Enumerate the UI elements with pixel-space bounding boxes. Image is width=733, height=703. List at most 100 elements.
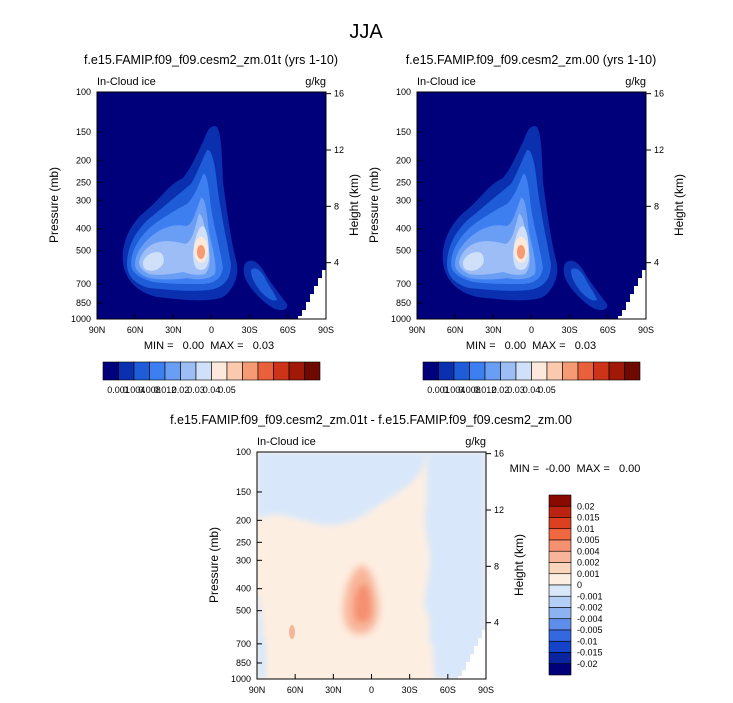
panel-1-y-tick-label: 300	[76, 195, 91, 205]
panel-3: f.e15.FAMIP.f09_f09.cesm2_zm.01t - f.e15…	[170, 413, 640, 695]
panel-3-colorbar-box	[548, 539, 572, 552]
panel-1-x-axis: 90N 60N 30N 0 30S 60S 90S	[89, 314, 334, 335]
panel-2-masked-terrain	[618, 270, 646, 319]
panel-1-colorbar-box	[118, 361, 135, 381]
panel-1-y-tick-label: 100	[76, 87, 91, 97]
panel-3-colorbar-box	[548, 562, 572, 575]
panel-1-y-tick-label: 200	[76, 155, 91, 165]
panel-3-colorbar-box	[548, 652, 572, 665]
panel-3-colorbar-box	[548, 573, 572, 586]
panel-1-colorbar-label: 0.001	[107, 385, 130, 395]
panel-2-y-tick-label: 100	[396, 87, 411, 97]
panel-3-colorbar-box	[548, 595, 572, 608]
panel-3-x-tick-label: 30S	[402, 685, 418, 695]
panel-3-negative-top	[283, 452, 486, 679]
panel-2-colorbar-box	[500, 361, 517, 381]
panel-3-y-tick-label: 200	[236, 515, 251, 525]
panel-3-x-tick-label: 60N	[287, 685, 304, 695]
panel-3-y-right-tick-label: 4	[494, 618, 499, 628]
panel-2-colorbar-box	[484, 361, 501, 381]
panel-1-colorbar-box	[149, 361, 166, 381]
panel-1-southern-branch-inner	[251, 268, 277, 301]
panel-3-colorbar-label: -0.004	[577, 614, 603, 624]
panel-3-colorbar-label: -0.015	[577, 648, 603, 658]
panel-1-x-tick-label: 60N	[127, 325, 144, 335]
panel-2-left-label: In-Cloud ice	[417, 76, 476, 88]
panel-2-colorbar-box	[422, 361, 439, 381]
panel-2-y-right-tick-label: 4	[654, 258, 659, 268]
panel-1-ylabel-right: Height (km)	[347, 174, 361, 236]
panel-1-plot	[97, 92, 326, 319]
panel-1-colorbar-box	[257, 361, 274, 381]
panel-1: f.e15.FAMIP.f09_f09.cesm2_zm.01t (yrs 1-…	[47, 53, 361, 395]
panel-2-y-tick-label: 500	[396, 246, 411, 256]
panel-2-colorbar-box	[624, 361, 641, 381]
panel-1-colorbar-label: 0.04	[203, 385, 221, 395]
panel-1-x-tick-label: 30N	[165, 325, 182, 335]
panel-3-colorbar-box	[548, 517, 572, 530]
panel-1-y-axis-right: 16 12 8 4	[326, 89, 344, 268]
panel-3-colorbar-label: -0.001	[577, 591, 603, 601]
panel-2-x-tick-label: 0	[529, 325, 534, 335]
panel-3-colorbar-label: -0.02	[577, 659, 598, 669]
panel-2-colorbar-label: 0.012	[474, 385, 497, 395]
panel-1-colorbar-box	[102, 361, 119, 381]
panel-1-colorbar-label: 0.008	[138, 385, 161, 395]
panel-1-x-tick-label: 30S	[242, 325, 258, 335]
panel-3-colorbar-label: -0.01	[577, 636, 598, 646]
panel-3-colorbar-box	[548, 505, 572, 518]
panel-2-colorbar-label: 0.02	[492, 385, 510, 395]
panel-3-colorbar-label: 0.004	[577, 546, 600, 556]
panel-3-x-tick-label: 60S	[440, 685, 456, 695]
panel-1-y-tick-label: 500	[76, 246, 91, 256]
panel-3-colorbar-label: 0.001	[577, 569, 600, 579]
panel-1-colorbar-box	[180, 361, 197, 381]
panel-1-x-tick-label: 90S	[318, 325, 334, 335]
panel-2-x-axis: 90N 60N 30N 0 30S 60S 90S	[409, 314, 654, 335]
panel-2-colorbar-box	[577, 361, 594, 381]
panel-3-colorbar-label: 0.01	[577, 524, 595, 534]
panel-1-colorbar-box	[242, 361, 259, 381]
panel-2-y-right-tick-label: 8	[654, 201, 659, 211]
panel-1-colorbar-label: 0.012	[154, 385, 177, 395]
panel-2-colorbar-label: 0.008	[458, 385, 481, 395]
panel-2-colorbar-label: 0.04	[523, 385, 541, 395]
panel-3-colorbar-label: 0.015	[577, 513, 600, 523]
panel-3-y-right-tick-label: 16	[494, 449, 504, 459]
panel-2-colorbar-box	[531, 361, 548, 381]
panel-3-colorbar-box	[548, 640, 572, 653]
panel-2-stats: MIN = 0.00 MAX = 0.03	[466, 340, 596, 352]
panel-3-colorbar-label: 0.02	[577, 501, 595, 511]
panel-2-x-tick-label: 60N	[447, 325, 464, 335]
panel-2-ylabel: Pressure (mb)	[367, 167, 381, 243]
panel-3-colorbar-label: -0.005	[577, 625, 603, 635]
panel-2-title: f.e15.FAMIP.f09_f09.cesm2_zm.00 (yrs 1-1…	[406, 53, 657, 67]
panel-2-colorbar-label: 0.004	[443, 385, 466, 395]
panel-1-colorbar-label: 0.004	[123, 385, 146, 395]
panel-2-right-label: g/kg	[625, 76, 646, 88]
panel-3-left-label: In-Cloud ice	[257, 436, 316, 448]
panel-2-y-right-tick-label: 12	[654, 145, 664, 155]
panel-2-x-tick-label: 90N	[409, 325, 426, 335]
panel-3-y-tick-label: 1000	[231, 674, 251, 684]
panel-3-colorbar-box	[548, 663, 572, 676]
panel-2-y-tick-label: 200	[396, 155, 411, 165]
panel-3-colorbar-box	[548, 528, 572, 541]
panel-2-x-tick-label: 30S	[562, 325, 578, 335]
panel-1-level-6	[143, 252, 164, 271]
panel-1-y-tick-label: 150	[76, 127, 91, 137]
panel-2-ylabel-right: Height (km)	[672, 174, 686, 236]
panel-3-colorbar-box	[548, 584, 572, 597]
panel-1-title: f.e15.FAMIP.f09_f09.cesm2_zm.01t (yrs 1-…	[84, 53, 338, 67]
panel-3-x-tick-label: 0	[369, 685, 374, 695]
panel-2-y-tick-label: 150	[396, 127, 411, 137]
panel-3-x-tick-label: 90N	[249, 685, 266, 695]
panel-2-colorbar-box	[546, 361, 563, 381]
panel-3-colorbar-label: 0.002	[577, 558, 600, 568]
panel-2-colorbar-label: 0.03	[507, 385, 525, 395]
panel-1-y-right-tick-label: 8	[334, 201, 339, 211]
panel-3-x-tick-label: 90S	[478, 685, 494, 695]
panel-2-colorbar-box	[469, 361, 486, 381]
